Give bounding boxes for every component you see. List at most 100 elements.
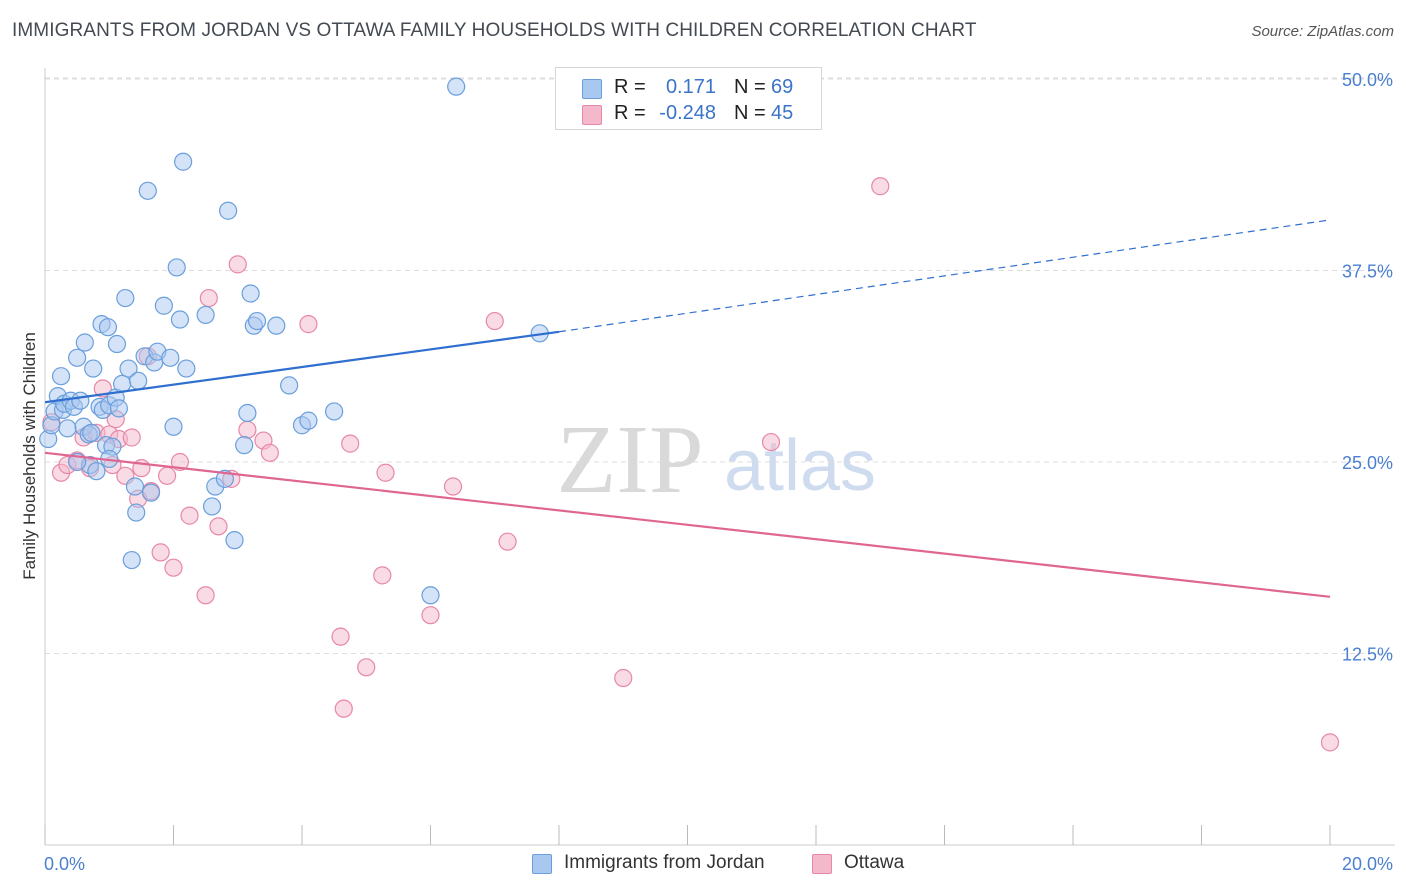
jordan-point (98, 318, 118, 337)
jordan-point (154, 296, 173, 315)
jordan-point (196, 305, 215, 325)
legend-row-jordan: R = 0.171 N = 69 (556, 76, 821, 102)
axes (44, 68, 1395, 846)
legend-swatch-ottawa (582, 105, 602, 125)
jordan-trend-line (44, 330, 560, 404)
ottawa-point (331, 627, 350, 646)
ottawa-point (443, 477, 463, 496)
jordan-point (164, 417, 183, 436)
bottom-legend-label-ottawa: Ottawa (844, 852, 905, 873)
ottawa-point (761, 432, 781, 452)
x-tick-label: 20.0% (1342, 854, 1393, 874)
watermark-atlas: atlas (724, 426, 876, 506)
ottawa-point (421, 606, 440, 625)
jordan-point (127, 503, 146, 522)
ottawa-point (157, 466, 177, 485)
jordan-point (177, 359, 196, 378)
ottawa-point (170, 452, 190, 472)
watermark-zip: ZIP (557, 406, 704, 514)
jordan-trend-extension (558, 219, 1331, 333)
jordan-point (215, 469, 234, 488)
ottawa-point (151, 543, 170, 562)
bottom-legend-swatch-jordan (532, 854, 552, 874)
ottawa-point (228, 255, 247, 274)
ottawa-point (209, 517, 228, 536)
jordan-point (167, 258, 186, 277)
jordan-point (141, 483, 161, 502)
grid (45, 77, 1395, 654)
jordan-point (125, 477, 145, 496)
jordan-point (241, 284, 260, 303)
jordan-points (39, 77, 549, 605)
jordan-point (109, 399, 128, 418)
jordan-point (84, 359, 103, 378)
jordan-point (170, 310, 190, 329)
ottawa-trend-line (44, 451, 1331, 598)
chart-source: Source: ZipAtlas.com (1251, 23, 1394, 40)
jordan-point (161, 348, 180, 367)
legend-r-label: R = (614, 76, 646, 98)
ottawa-point (341, 434, 360, 453)
jordan-point (247, 311, 267, 331)
jordan-point (235, 436, 254, 455)
jordan-point (325, 402, 344, 421)
legend-n-value: 45 (771, 102, 794, 124)
ticks (44, 825, 1331, 845)
tick-labels: 12.5% 25.0% 37.5% 50.0% 0.0% 20.0% (44, 70, 1393, 874)
jordan-point (68, 348, 87, 367)
ottawa-point (260, 443, 279, 462)
ottawa-point (199, 288, 218, 308)
jordan-point (202, 497, 222, 516)
legend-n-label: N = (734, 102, 766, 124)
ottawa-point (376, 463, 395, 482)
jordan-point (225, 531, 244, 550)
jordan-point (267, 316, 286, 335)
ottawa-point (164, 558, 183, 577)
legend-n-value: 69 (771, 76, 794, 98)
ottawa-point (196, 586, 215, 605)
ottawa-point (373, 566, 392, 585)
y-tick-label: 37.5% (1342, 262, 1393, 282)
jordan-point (87, 462, 106, 481)
jordan-point (119, 359, 138, 378)
ottawa-point (334, 699, 353, 718)
jordan-point (51, 367, 71, 386)
legend-n-label: N = (734, 76, 766, 98)
ottawa-point (614, 668, 633, 688)
jordan-point (58, 419, 77, 438)
jordan-point (82, 423, 101, 442)
jordan-point (174, 152, 193, 171)
ottawa-point (1320, 733, 1340, 752)
ottawa-point (122, 428, 141, 447)
jordan-point (75, 333, 94, 352)
jordan-point (447, 77, 466, 96)
legend-swatch-jordan (582, 79, 602, 99)
watermark: ZIP atlas (557, 406, 877, 514)
jordan-point (129, 371, 148, 390)
legend-r-label: R = (614, 102, 646, 124)
jordan-point (238, 403, 257, 423)
jordan-point (299, 411, 318, 430)
y-tick-label: 12.5% (1342, 645, 1393, 665)
bottom-legend-swatch-ottawa (812, 854, 832, 874)
jordan-point (138, 181, 157, 200)
jordan-point (421, 586, 440, 605)
ottawa-point (180, 506, 199, 525)
legend-r-value: 0.171 (665, 76, 716, 98)
x-tick-label: 0.0% (44, 854, 85, 874)
y-tick-label: 25.0% (1342, 453, 1393, 473)
chart-title: IMMIGRANTS FROM JORDAN VS OTTAWA FAMILY … (12, 20, 977, 41)
y-tick-label: 50.0% (1342, 70, 1393, 90)
bottom-legend-label-jordan: Immigrants from Jordan (564, 852, 765, 873)
jordan-point (107, 334, 127, 354)
ottawa-point (357, 658, 376, 677)
ottawa-point (871, 177, 890, 196)
jordan-point (219, 201, 238, 220)
ottawa-point (485, 311, 504, 331)
ottawa-point (238, 420, 257, 439)
jordan-point (116, 288, 135, 308)
jordan-point (71, 391, 90, 410)
trend-lines (44, 219, 1331, 598)
jordan-point (122, 550, 141, 570)
